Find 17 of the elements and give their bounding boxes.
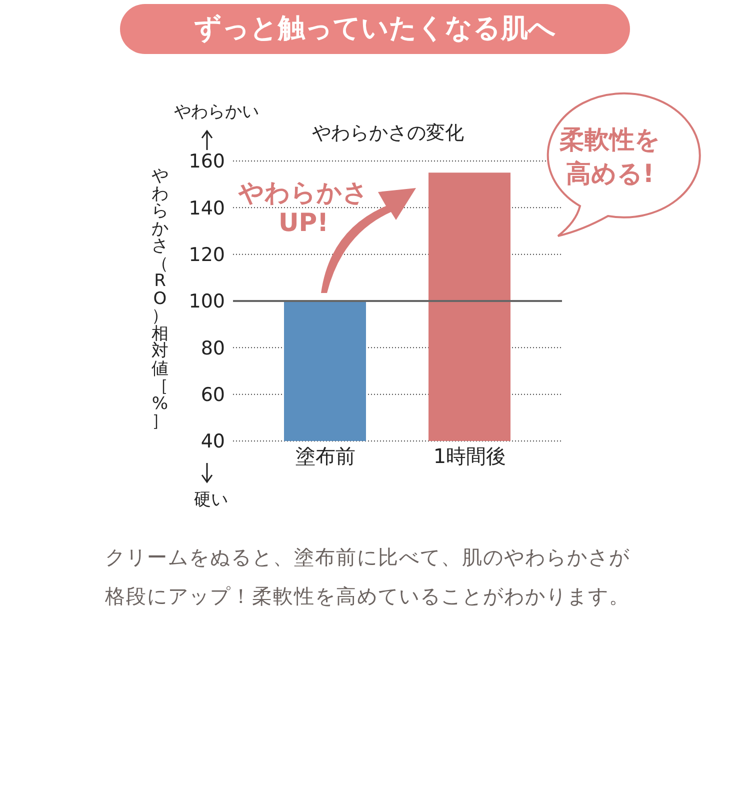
text: やわらかさ（RO）相対値［%］ <box>152 166 168 431</box>
y-tick-label: 80 <box>200 337 225 360</box>
y-tick-label: 100 <box>188 290 225 313</box>
x-tick-label: 1時間後 <box>433 444 506 468</box>
y-tick-label: 120 <box>188 244 225 266</box>
chart-title: ずっと触っていたくなる肌へ <box>120 4 630 54</box>
chart-subtitle: やわらかさの変化 <box>311 121 465 146</box>
y-tick-label: 60 <box>200 384 225 406</box>
y-tick-label: 160 <box>188 150 225 173</box>
annotation: やわらかさUP! <box>237 178 370 238</box>
text: やわらかい <box>174 101 259 123</box>
text: クリームをぬると、塗布前に比べて、肌のやわらかさが格段にアップ！柔軟性を高めていることがわかります。 <box>105 544 631 610</box>
annotation: 柔軟性を高める! <box>558 124 662 190</box>
y-tick-label: 140 <box>188 197 225 220</box>
text: 硬い <box>194 489 228 511</box>
x-tick-label: 塗布前 <box>295 444 356 468</box>
y-tick-label: 40 <box>200 430 225 453</box>
